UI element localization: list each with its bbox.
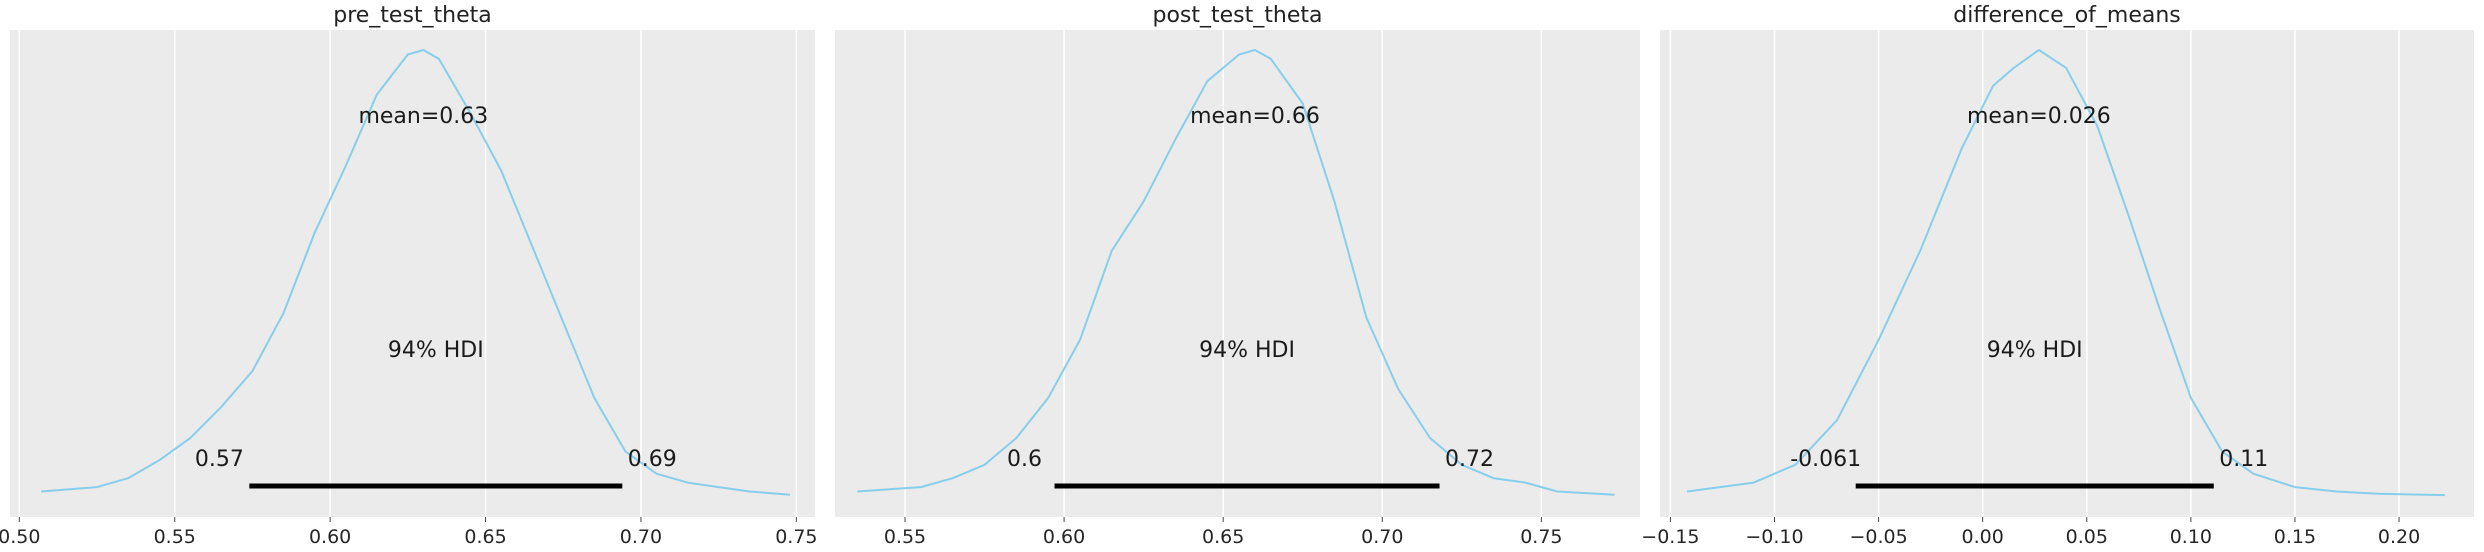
density-curve [41, 49, 791, 496]
hdi-text: 94% HDI [1199, 338, 1295, 363]
mean-label: mean=0.66 [1190, 104, 1320, 129]
density-curve [1686, 49, 2445, 497]
hdi-text: 94% HDI [1987, 338, 2083, 363]
hdi-lower-label: 0.57 [195, 447, 244, 472]
density-curve [857, 49, 1615, 496]
x-tick-label: 0.70 [620, 526, 662, 548]
x-tick-label: 0.55 [884, 526, 926, 548]
panel-title: post_test_theta [1153, 3, 1323, 28]
x-tick-label: 0.70 [1361, 526, 1403, 548]
mean-label: mean=0.63 [358, 104, 488, 129]
x-tick-label: 0.15 [2274, 526, 2316, 548]
x-tick-label: 0.00 [1962, 526, 2004, 548]
plot-background [835, 30, 1640, 517]
x-tick-label: 0.75 [775, 526, 817, 548]
panel-title: difference_of_means [1953, 3, 2181, 28]
hdi-upper-label: 0.72 [1445, 447, 1494, 472]
x-tick-label: 0.20 [2378, 526, 2420, 548]
panel-2: 0.55 0.60 0.65 0.70 0.75 post_test_theta 0.6 0.… [835, 3, 1640, 548]
x-tick-label: 0.75 [1520, 526, 1562, 548]
plot-background [10, 30, 815, 517]
hdi-text: 94% HDI [388, 338, 484, 363]
x-tick-label: −0.15 [1641, 526, 1699, 548]
panel-title: pre_test_theta [333, 3, 492, 28]
panel-3: −0.15 −0.10 −0.05 0.00 0.05 0.10 0.15 0.20 diffe… [1641, 3, 2474, 548]
x-tick-label: 0.65 [1202, 526, 1244, 548]
hdi-upper-label: 0.11 [2219, 447, 2268, 472]
x-tick-label: 0.65 [464, 526, 506, 548]
plot-background [1660, 30, 2474, 517]
hdi-lower-label: -0.061 [1790, 447, 1861, 472]
mean-label: mean=0.026 [1967, 104, 2111, 129]
x-tick-label: −0.05 [1849, 526, 1907, 548]
panel-1: 0.50 0.55 0.60 0.65 0.70 0.75 pre_test_theta 0.… [0, 3, 818, 548]
x-tick-label: 0.60 [1043, 526, 1085, 548]
hdi-upper-label: 0.69 [628, 447, 677, 472]
x-tick-label: 0.10 [2170, 526, 2212, 548]
x-tick-label: −0.10 [1745, 526, 1803, 548]
x-tick-label: 0.50 [0, 526, 40, 548]
x-tick-label: 0.55 [154, 526, 196, 548]
x-tick-label: 0.05 [2066, 526, 2108, 548]
x-tick-label: 0.60 [309, 526, 351, 548]
hdi-lower-label: 0.6 [1007, 447, 1042, 472]
